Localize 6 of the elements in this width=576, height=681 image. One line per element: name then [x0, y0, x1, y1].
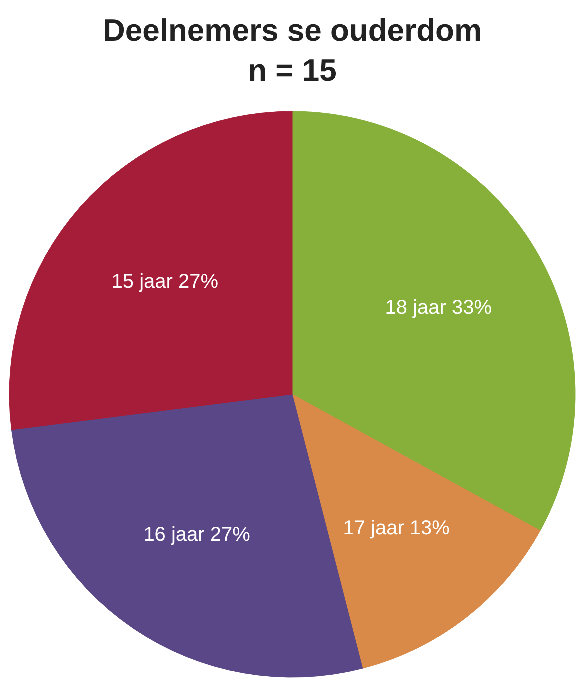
slice-label: 17 jaar 13%: [343, 518, 450, 540]
slice-label: 18 jaar 33%: [385, 297, 492, 320]
slice-label: 15 jaar 27%: [112, 271, 219, 294]
chart-title: Deelnemers se ouderdom: [102, 13, 482, 48]
chart-subtitle: n = 15: [248, 53, 337, 88]
slice-label: 16 jaar 27%: [144, 524, 251, 546]
